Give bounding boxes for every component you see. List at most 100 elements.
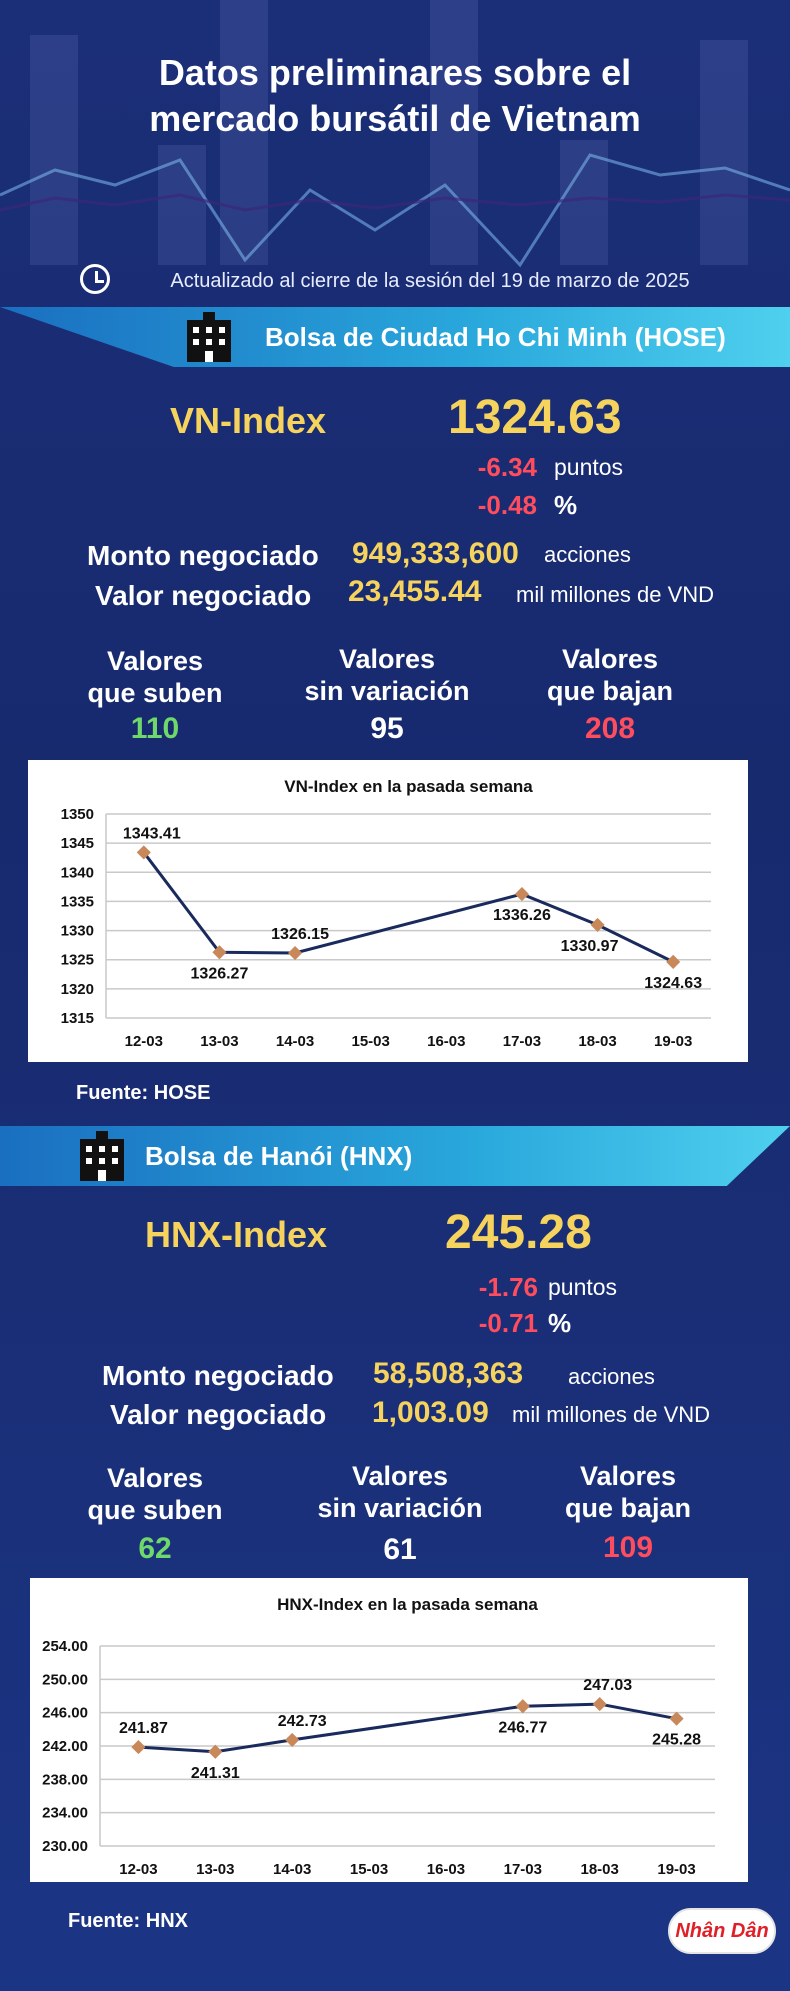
data-label: 247.03 — [583, 1677, 632, 1694]
y-tick-label: 254.00 — [42, 1638, 88, 1655]
decorative-bar — [700, 40, 748, 265]
hnx-up-label-line2: que suben — [87, 1495, 223, 1525]
hose-volume-unit: acciones — [544, 542, 631, 567]
hose-banner-title: Bolsa de Ciudad Ho Chi Minh (HOSE) — [265, 322, 726, 352]
data-label: 242.73 — [278, 1713, 327, 1730]
hose-flat-count: 95 — [370, 712, 404, 745]
data-label: 1343.41 — [123, 825, 181, 842]
hnx-points-unit: puntos — [548, 1274, 618, 1300]
series-line — [138, 1702, 677, 1754]
hnx-value-label: Valor negociado — [110, 1399, 327, 1430]
data-label: 246.77 — [498, 1719, 547, 1736]
hnx-index-chart-panel: HNX-Index en la pasada semana 254.00 250.0… — [30, 1578, 748, 1882]
data-point — [590, 917, 605, 932]
hose-source: Fuente: HOSE — [76, 1082, 211, 1104]
x-tick-label: 14-03 — [273, 1861, 311, 1878]
data-label: 1326.15 — [271, 926, 329, 943]
data-point — [212, 945, 227, 960]
x-tick-label: 19-03 — [654, 1033, 692, 1050]
clock-icon — [80, 264, 110, 294]
x-tick-label: 19-03 — [657, 1861, 695, 1878]
nhan-dan-logo: Nhân Dân — [668, 1908, 776, 1954]
decorative-lines — [0, 153, 790, 268]
vn-pct-unit: % — [554, 490, 578, 520]
x-tick-label: 12-03 — [125, 1033, 163, 1050]
hose-down-count: 208 — [584, 712, 636, 745]
data-point — [669, 1711, 684, 1726]
hnx-down-count: 109 — [602, 1531, 654, 1564]
hose-value-value: 23,455.44 — [348, 575, 482, 608]
hose-value-label: Valor negociado — [95, 580, 312, 611]
hnx-index-chart: HNX-Index en la pasada semana 254.00 250.0… — [42, 1595, 715, 1878]
vn-change-points: -6.34 — [477, 452, 537, 482]
x-tick-label: 15-03 — [352, 1033, 390, 1050]
hose-volume-label: Monto negociado — [87, 540, 319, 571]
y-tick-label: 250.00 — [42, 1671, 88, 1688]
decorative-bar — [220, 0, 268, 265]
hnx-down-label-line1: Valores — [579, 1461, 677, 1491]
x-tick-label: 14-03 — [276, 1033, 314, 1050]
chart-title: VN-Index en la pasada semana — [284, 777, 533, 796]
data-point — [131, 1740, 146, 1755]
hnx-index-value: 245.28 — [445, 1206, 592, 1259]
data-point — [287, 945, 303, 961]
data-label: 241.87 — [119, 1720, 168, 1737]
data-point — [515, 1699, 530, 1714]
hose-value-unit: mil millones de VND — [516, 582, 715, 607]
title-line-2: mercado bursátil de Vietnam — [149, 98, 641, 139]
x-tick-label: 16-03 — [427, 1861, 465, 1878]
data-point — [592, 1697, 607, 1712]
hnx-value-value: 1,003.09 — [372, 1396, 489, 1429]
data-point — [136, 845, 151, 860]
x-tick-label: 13-03 — [200, 1033, 238, 1050]
vn-index-value: 1324.63 — [448, 391, 622, 444]
y-tick-label: 1335 — [61, 893, 94, 910]
hnx-volume-label: Monto negociado — [102, 1360, 334, 1391]
chart-title: HNX-Index en la pasada semana — [277, 1595, 538, 1614]
building-icon — [80, 1131, 124, 1181]
data-point — [285, 1732, 300, 1747]
y-tick-label: 230.00 — [42, 1838, 88, 1855]
data-point — [514, 887, 530, 902]
vn-points-unit: puntos — [554, 454, 624, 480]
hnx-down-label: Valores que bajan — [533, 1460, 723, 1524]
logo-text: Nhân Dân — [675, 1920, 769, 1942]
hnx-volume-value: 58,508,363 — [373, 1357, 524, 1390]
hose-flat-label-line1: Valores — [338, 644, 436, 674]
page-title: Datos preliminares sobre el mercado burs… — [0, 50, 790, 142]
hose-flat-label: Valores sin variación — [282, 643, 492, 707]
hose-up-count: 110 — [130, 712, 180, 745]
data-label: 1324.63 — [644, 975, 702, 992]
y-tick-label: 1350 — [61, 806, 94, 823]
hose-up-label-line1: Valores — [106, 646, 204, 676]
hnx-flat-label-line1: Valores — [351, 1461, 449, 1491]
decorative-bar — [560, 140, 608, 265]
hnx-up-label: Valores que suben — [60, 1462, 250, 1526]
hnx-up-count: 62 — [138, 1532, 172, 1565]
data-point — [208, 1744, 223, 1759]
x-tick-label: 12-03 — [119, 1861, 157, 1878]
y-tick-label: 1325 — [61, 952, 94, 969]
y-tick-label: 1330 — [61, 923, 94, 940]
hnx-flat-label-line2: sin variación — [317, 1493, 483, 1523]
data-label: 241.31 — [191, 1765, 240, 1782]
vn-change-pct: -0.48 — [477, 490, 537, 520]
y-tick-label: 1315 — [61, 1010, 94, 1027]
x-tick-label: 13-03 — [196, 1861, 234, 1878]
x-tick-label: 17-03 — [503, 1033, 541, 1050]
building-icon — [187, 312, 231, 362]
decorative-bar — [430, 0, 478, 265]
hose-up-label-line2: que suben — [87, 678, 223, 708]
y-tick-label: 1340 — [61, 864, 94, 881]
y-tick-label: 242.00 — [42, 1738, 88, 1755]
data-label: 245.28 — [652, 1732, 701, 1749]
hnx-change-pct: -0.71 — [478, 1308, 538, 1338]
y-tick-label: 234.00 — [42, 1805, 88, 1822]
x-tick-label: 18-03 — [578, 1033, 616, 1050]
title-line-1: Datos preliminares sobre el — [158, 52, 632, 93]
hnx-volume-unit: acciones — [568, 1364, 655, 1389]
hnx-flat-count: 61 — [383, 1533, 417, 1566]
vn-index-chart: VN-Index en la pasada semana 1350 1345 1340… — [61, 777, 711, 1050]
hnx-change-points: -1.76 — [478, 1272, 538, 1302]
data-label: 1326.27 — [191, 965, 249, 982]
